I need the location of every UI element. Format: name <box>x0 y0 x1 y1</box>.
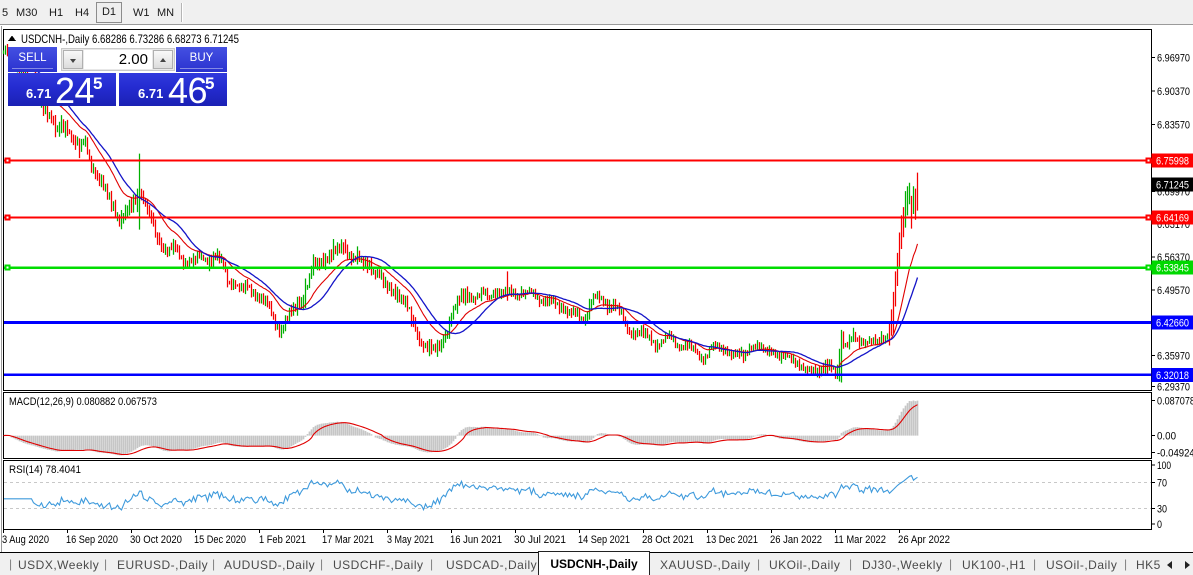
svg-text:30 Jul 2021: 30 Jul 2021 <box>514 534 566 546</box>
svg-text:6.96970: 6.96970 <box>1157 52 1190 64</box>
svg-text:16 Sep 2020: 16 Sep 2020 <box>66 534 118 546</box>
svg-text:MACD(12,26,9) 0.080882 0.06757: MACD(12,26,9) 0.080882 0.067573 <box>9 396 157 408</box>
svg-text:0.087078: 0.087078 <box>1157 396 1193 408</box>
svg-text:-0.049247: -0.049247 <box>1157 448 1193 460</box>
svg-text:30: 30 <box>1157 504 1167 516</box>
svg-text:15 Dec 2020: 15 Dec 2020 <box>194 534 246 546</box>
svg-text:13 Dec 2021: 13 Dec 2021 <box>706 534 758 546</box>
svg-text:6.49570: 6.49570 <box>1157 285 1190 297</box>
svg-text:17 Mar 2021: 17 Mar 2021 <box>322 534 374 546</box>
svg-text:3 Aug 2020: 3 Aug 2020 <box>2 534 49 546</box>
svg-text:70: 70 <box>1157 478 1167 490</box>
svg-text:16 Jun 2021: 16 Jun 2021 <box>450 534 502 546</box>
svg-text:6.42660: 6.42660 <box>1156 318 1189 330</box>
svg-text:14 Sep 2021: 14 Sep 2021 <box>578 534 630 546</box>
svg-text:0.00: 0.00 <box>1157 431 1176 443</box>
svg-text:6.32018: 6.32018 <box>1156 370 1189 382</box>
svg-text:6.64169: 6.64169 <box>1156 212 1189 224</box>
svg-text:6.29370: 6.29370 <box>1157 381 1190 393</box>
svg-text:11 Mar 2022: 11 Mar 2022 <box>834 534 886 546</box>
svg-text:100: 100 <box>1157 460 1171 472</box>
svg-text:26 Jan 2022: 26 Jan 2022 <box>770 534 822 546</box>
svg-text:6.35970: 6.35970 <box>1157 351 1190 363</box>
svg-text:6.75998: 6.75998 <box>1156 156 1189 168</box>
svg-text:30 Oct 2020: 30 Oct 2020 <box>130 534 182 546</box>
svg-text:6.71245: 6.71245 <box>1156 180 1189 192</box>
svg-text:28 Oct 2021: 28 Oct 2021 <box>642 534 694 546</box>
svg-text:USDCNH-,Daily 6.68286 6.73286: USDCNH-,Daily 6.68286 6.73286 6.68273 6.… <box>21 32 239 46</box>
svg-text:3 May 2021: 3 May 2021 <box>387 534 434 546</box>
svg-text:0: 0 <box>1157 519 1162 531</box>
svg-text:6.90370: 6.90370 <box>1157 86 1190 98</box>
svg-text:RSI(14) 78.4041: RSI(14) 78.4041 <box>9 464 81 476</box>
svg-text:26 Apr 2022: 26 Apr 2022 <box>898 534 950 546</box>
svg-text:1 Feb 2021: 1 Feb 2021 <box>259 534 306 546</box>
svg-text:6.83570: 6.83570 <box>1157 119 1190 131</box>
svg-text:6.53845: 6.53845 <box>1156 263 1189 275</box>
